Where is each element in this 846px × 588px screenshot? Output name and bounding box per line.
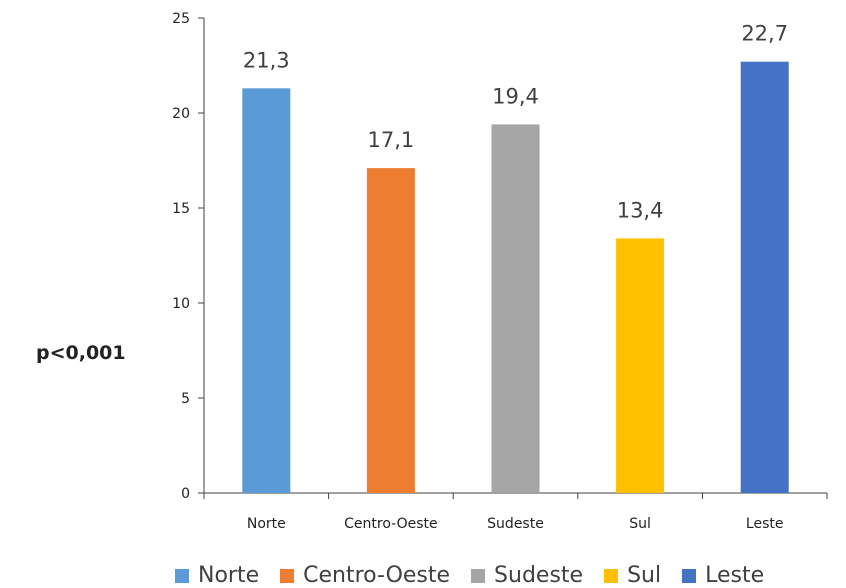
y-tick-label: 5: [181, 391, 190, 407]
legend-label: Norte: [198, 563, 260, 588]
legend: Norte Centro-Oeste Sudeste Sul Leste: [175, 563, 764, 588]
x-tick-label: Norte: [247, 516, 286, 532]
legend-label: Sudeste: [494, 563, 584, 588]
bar: [242, 88, 291, 494]
bar: [740, 61, 789, 493]
y-tick-label: 20: [172, 106, 190, 122]
legend-item: Leste: [682, 563, 764, 588]
legend-item: Centro-Oeste: [280, 563, 450, 588]
data-label: 19,4: [492, 84, 539, 108]
y-tick-label: 10: [172, 296, 190, 312]
x-tick-label: Centro-Oeste: [344, 516, 438, 532]
p-value-annotation: p<0,001: [36, 342, 126, 364]
data-label: 21,3: [243, 48, 290, 72]
value-labels: 21,3 17,1 19,4 13,4 22,7: [243, 22, 788, 223]
axes: 0 5 10 15 20 25 Norte Centro-Oeste Sudeste Sul Les…: [172, 11, 828, 532]
legend-swatch: [604, 568, 619, 583]
bar: [616, 238, 665, 493]
legend-swatch: [175, 568, 189, 583]
y-tick-label: 25: [172, 11, 190, 27]
data-label: 13,4: [617, 198, 664, 222]
bar: [491, 124, 540, 494]
bar: [366, 168, 415, 493]
legend-label: Sul: [627, 563, 662, 588]
legend-label: Centro-Oeste: [303, 563, 451, 588]
legend-swatch: [471, 568, 486, 583]
x-tick-label: Sul: [629, 516, 651, 532]
legend-swatch: [682, 568, 697, 583]
legend-item: Sudeste: [471, 563, 583, 588]
data-label: 22,7: [741, 22, 788, 46]
x-tick-label: Sudeste: [487, 516, 544, 532]
x-tick-label: Leste: [746, 516, 784, 532]
legend-item: Norte: [175, 563, 259, 588]
data-label: 17,1: [368, 128, 415, 152]
y-tick-label: 15: [172, 201, 190, 217]
legend-swatch: [280, 568, 295, 583]
legend-item: Sul: [604, 563, 661, 588]
bars: [242, 61, 789, 494]
y-tick-label: 0: [181, 486, 190, 502]
legend-label: Leste: [705, 563, 765, 588]
